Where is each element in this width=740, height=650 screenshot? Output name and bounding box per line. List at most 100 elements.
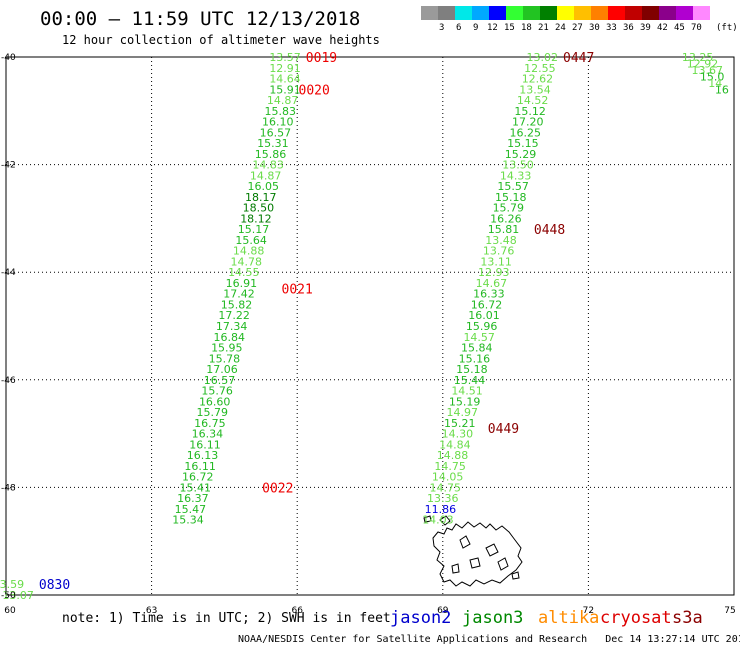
color-scale-swatch <box>472 6 489 20</box>
swh-value-track-a: 14.64 <box>269 73 301 86</box>
swh-value-track-b: 14.84 <box>439 438 471 451</box>
swh-value-track-a: 13.57 <box>269 51 301 64</box>
longitude-label: 66 <box>291 606 303 616</box>
pass-time-label: 0020 <box>299 83 330 98</box>
swh-value-track-a: 18.12 <box>240 212 272 225</box>
swh-value-track-b: 12.55 <box>524 62 556 75</box>
color-scale-swatch <box>489 6 506 20</box>
generation-timestamp: Dec 14 13:27:14 UTC 2018 <box>605 634 740 645</box>
legend-jason2: jason2 <box>390 608 452 628</box>
units-note: note: 1) Time is in UTC; 2) SWH is in fe… <box>62 611 391 626</box>
altimeter-tracks: 13.5712.9114.6415.9114.8715.8316.1016.57… <box>0 51 729 602</box>
swh-value-track-a: 15.86 <box>255 148 287 161</box>
swh-value-track-d: 13.59 <box>0 578 24 591</box>
legend-jason3: jason3 <box>462 608 524 628</box>
swh-value-track-b: 15.79 <box>493 202 525 215</box>
swh-value-track-a: 15.47 <box>175 503 207 516</box>
swh-value-track-b: 14.75 <box>434 460 466 473</box>
swh-value-track-a: 16.37 <box>177 492 209 505</box>
swh-value-track-b: 14.03 <box>422 514 454 527</box>
swh-value-track-b: 13.76 <box>483 245 515 258</box>
swh-value-track-a: 16.13 <box>187 449 219 462</box>
pass-time-label: 0021 <box>282 282 313 297</box>
swh-value-track-b: 12.93 <box>478 266 510 279</box>
color-scale-label: 18 <box>521 23 532 33</box>
color-scale-swatch <box>659 6 676 20</box>
swh-value-track-b: 15.18 <box>495 191 527 204</box>
swh-value-track-b: 17.20 <box>512 116 544 129</box>
longitude-label: 72 <box>583 606 594 616</box>
latitude-label: -40 <box>1 53 16 63</box>
swh-value-track-b: 16.26 <box>490 212 522 225</box>
color-scale-swatch <box>625 6 642 20</box>
color-scale-swatch <box>455 6 472 20</box>
color-scale-label: 42 <box>657 23 668 33</box>
color-scale-label: 39 <box>640 23 651 33</box>
pass-time-label: 0022 <box>262 481 293 496</box>
color-scale-label: 15 <box>504 23 515 33</box>
kerguelen-islet <box>511 571 520 580</box>
swh-value-track-b: 15.29 <box>505 148 537 161</box>
swh-value-track-a: 16.72 <box>182 471 214 484</box>
swh-value-track-b: 13.36 <box>427 492 459 505</box>
swh-value-track-a: 15.82 <box>221 298 253 311</box>
latitude-label: -46 <box>1 376 16 386</box>
swh-value-track-d: 13.07 <box>2 589 34 602</box>
swh-value-track-a: 15.91 <box>269 83 301 96</box>
swh-value-track-a: 17.22 <box>218 309 250 322</box>
swh-value-track-b: 16.72 <box>471 298 503 311</box>
color-scale-label: 21 <box>538 23 549 33</box>
color-scale-label: 36 <box>623 23 634 33</box>
color-scale-swatch <box>591 6 608 20</box>
lat-lon-grid <box>5 56 735 596</box>
swh-value-track-b: 15.19 <box>449 395 481 408</box>
color-scale-swatch <box>608 6 625 20</box>
swh-value-track-b: 14.67 <box>476 277 508 290</box>
swh-value-track-b: 14.97 <box>446 406 478 419</box>
swh-value-track-b: 14.88 <box>437 449 469 462</box>
pass-time-label: 0448 <box>534 223 565 238</box>
swh-value-track-a: 15.95 <box>211 342 243 355</box>
pass-time-label: 0830 <box>39 578 70 593</box>
swh-value-track-a: 16.57 <box>260 126 292 139</box>
latitude-label: -48 <box>1 483 16 493</box>
swh-value-track-c: 15.0 <box>700 70 725 83</box>
swh-value-track-a: 15.34 <box>172 514 204 527</box>
color-scale-label: 9 <box>473 23 479 33</box>
swh-value-track-a: 15.41 <box>180 481 212 494</box>
credits-text: NOAA/NESDIS Center for Satellite Applica… <box>238 634 588 645</box>
color-scale-label: 24 <box>555 23 566 33</box>
axis-labels: 60 63 66 69 72 75 -40 -42 -44 -46 -48 -50 <box>1 53 736 616</box>
swh-value-track-b: 15.81 <box>488 223 520 236</box>
swh-value-track-a: 15.79 <box>197 406 229 419</box>
swh-value-track-a: 14.88 <box>233 245 265 258</box>
kerguelen-islet <box>423 515 432 523</box>
swh-value-track-a: 17.42 <box>223 288 255 301</box>
color-scale-label: 45 <box>674 23 685 33</box>
color-scale-unit: (ft) <box>716 23 738 33</box>
color-scale-swatch <box>540 6 557 20</box>
color-scale-swatch <box>438 6 455 20</box>
longitude-label: 60 <box>4 606 16 616</box>
swh-value-track-a: 16.05 <box>247 180 279 193</box>
swh-value-track-a: 15.76 <box>201 385 233 398</box>
kerguelen-coastline <box>432 515 523 587</box>
swh-value-track-a: 16.57 <box>204 374 236 387</box>
color-scale-label: 12 <box>487 23 498 33</box>
swh-value-track-a: 16.91 <box>226 277 258 290</box>
color-scale-swatch <box>557 6 574 20</box>
swh-value-track-b: 15.18 <box>456 363 488 376</box>
map-border <box>5 56 735 596</box>
color-scale-swatch <box>506 6 523 20</box>
color-scale-label: 33 <box>606 23 617 33</box>
kerguelen-islands <box>423 515 523 587</box>
swh-value-track-a: 15.83 <box>264 105 296 118</box>
swh-value-track-a: 16.60 <box>199 395 231 408</box>
legend-altika: altika <box>538 608 600 628</box>
swh-value-track-a: 18.17 <box>245 191 277 204</box>
swh-value-track-a: 17.06 <box>206 363 238 376</box>
swh-value-track-a: 16.75 <box>194 417 226 430</box>
swh-value-track-b: 16.25 <box>510 126 542 139</box>
color-scale-label: 27 <box>572 23 583 33</box>
swh-value-track-c: 12.92 <box>687 57 719 70</box>
